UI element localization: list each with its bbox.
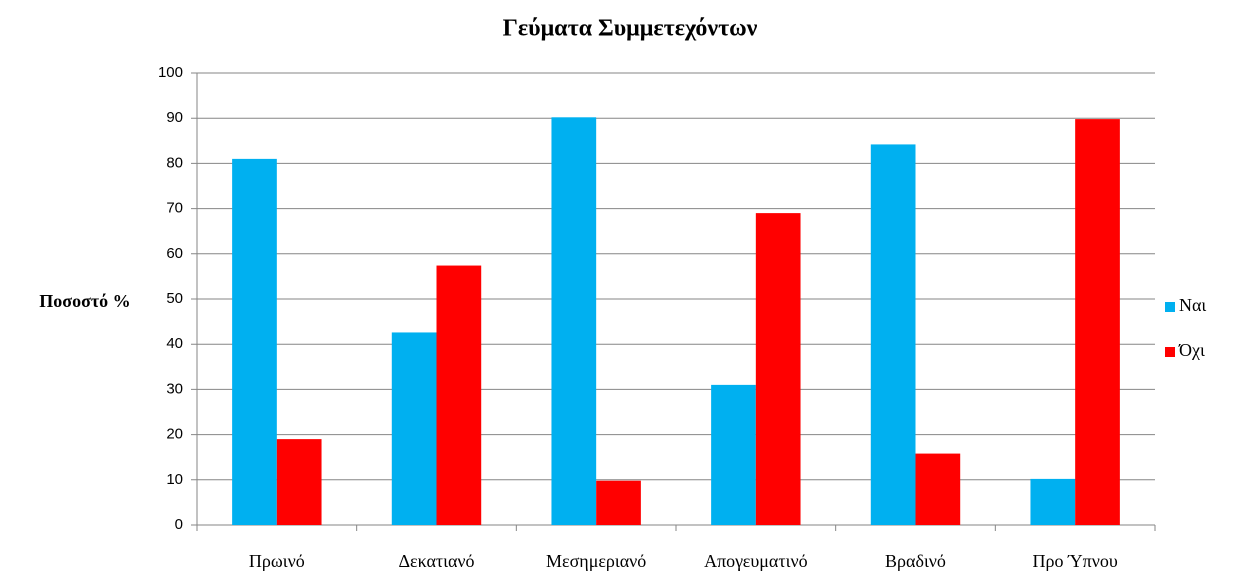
- bar: [551, 117, 597, 526]
- y-tick-label: 20: [166, 426, 183, 443]
- y-tick-label: 100: [158, 64, 183, 81]
- x-tick-label: Απογευματινό: [704, 551, 808, 571]
- y-tick-label: 60: [166, 245, 183, 262]
- chart-title: Γεύματα Συμμετεχόντων: [503, 16, 758, 42]
- bar: [391, 332, 437, 525]
- y-tick-label: 40: [166, 335, 183, 352]
- bar: [755, 213, 801, 525]
- bar: [276, 439, 322, 525]
- x-tick-label: Προ Ύπνου: [1033, 551, 1118, 571]
- x-tick-label: Μεσημεριανό: [546, 551, 646, 571]
- legend-swatch: [1165, 302, 1175, 312]
- x-tick-label: Βραδινό: [885, 551, 946, 571]
- bar: [436, 265, 482, 525]
- bar: [232, 158, 277, 525]
- legend-swatch: [1165, 347, 1175, 357]
- x-tick-label: Πρωινό: [249, 551, 305, 571]
- y-axis-label: Ποσοστό %: [39, 291, 130, 311]
- y-tick-label: 80: [166, 154, 183, 171]
- bar: [915, 453, 961, 525]
- bar: [596, 480, 641, 525]
- bar: [870, 144, 916, 525]
- legend-label: Ναι: [1179, 295, 1206, 315]
- y-tick-label: 90: [166, 109, 183, 126]
- y-tick-label: 70: [166, 200, 183, 217]
- x-tick-label: Δεκατιανό: [398, 551, 474, 571]
- y-tick-label: 0: [175, 516, 183, 533]
- y-tick-label: 50: [166, 290, 183, 307]
- bar: [711, 384, 756, 525]
- bar: [1030, 478, 1076, 525]
- y-tick-label: 10: [166, 471, 183, 488]
- bar: [1075, 119, 1120, 525]
- y-tick-label: 30: [166, 380, 183, 397]
- legend-label: Όχι: [1178, 340, 1205, 360]
